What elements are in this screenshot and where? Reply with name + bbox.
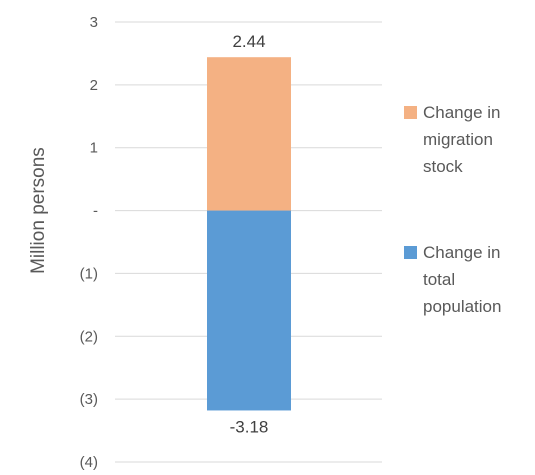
data-labels: 2.44 -3.18: [230, 32, 269, 436]
bar-segment: [207, 210, 291, 411]
legend-label: Change in: [423, 103, 501, 122]
legend: Change in migration stock Change in total pop…: [404, 103, 501, 316]
y-tick-label: 1: [90, 140, 98, 157]
y-tick-label: (4): [80, 454, 98, 471]
legend-label: total: [423, 270, 455, 289]
y-tick-label: (3): [80, 391, 98, 408]
y-tick-label: 3: [90, 14, 98, 31]
legend-label: Change in: [423, 243, 501, 262]
legend-swatch: [404, 246, 417, 259]
y-tick-label: (1): [80, 265, 98, 282]
y-tick-label: 2: [90, 77, 98, 94]
data-label: 2.44: [232, 32, 265, 51]
bars: [207, 57, 291, 411]
data-label: -3.18: [230, 417, 269, 436]
bar-segment: [207, 57, 291, 211]
legend-label: migration: [423, 130, 493, 149]
y-axis-title: Million persons: [28, 147, 49, 274]
y-axis-tick-labels: 3 2 1 - (1) (2) (3) (4): [80, 14, 98, 471]
legend-swatch: [404, 106, 417, 119]
y-tick-label: (2): [80, 328, 98, 345]
y-tick-label: -: [93, 203, 98, 220]
legend-label: population: [423, 297, 501, 316]
legend-label: stock: [423, 157, 463, 176]
